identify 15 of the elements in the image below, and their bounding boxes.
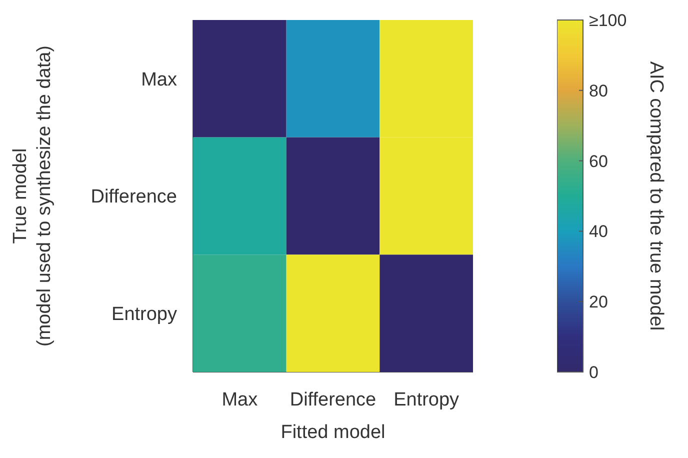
color-bar-label: 0: [589, 362, 598, 382]
color-bar-label: 80: [589, 81, 608, 100]
y-tick-label: Entropy: [112, 304, 178, 326]
y-tick-label: Max: [141, 69, 178, 90]
x-axis-title: Fitted model: [280, 422, 386, 443]
y-axis-title: True model (model used to synthesize the data): [10, 45, 55, 347]
x-tick-label: Max: [222, 389, 258, 410]
x-tick-label: Difference: [290, 389, 376, 410]
color-bar-label: 20: [589, 292, 608, 312]
color-bar-label: 60: [589, 152, 608, 171]
x-tick-label: Entropy: [394, 389, 460, 410]
color-bar-label: ≥100: [589, 10, 627, 30]
color-bar-label: 40: [589, 222, 608, 242]
color-bar-title: AIC compared to the true model: [645, 61, 666, 331]
y-tick-label: Difference: [90, 186, 177, 208]
